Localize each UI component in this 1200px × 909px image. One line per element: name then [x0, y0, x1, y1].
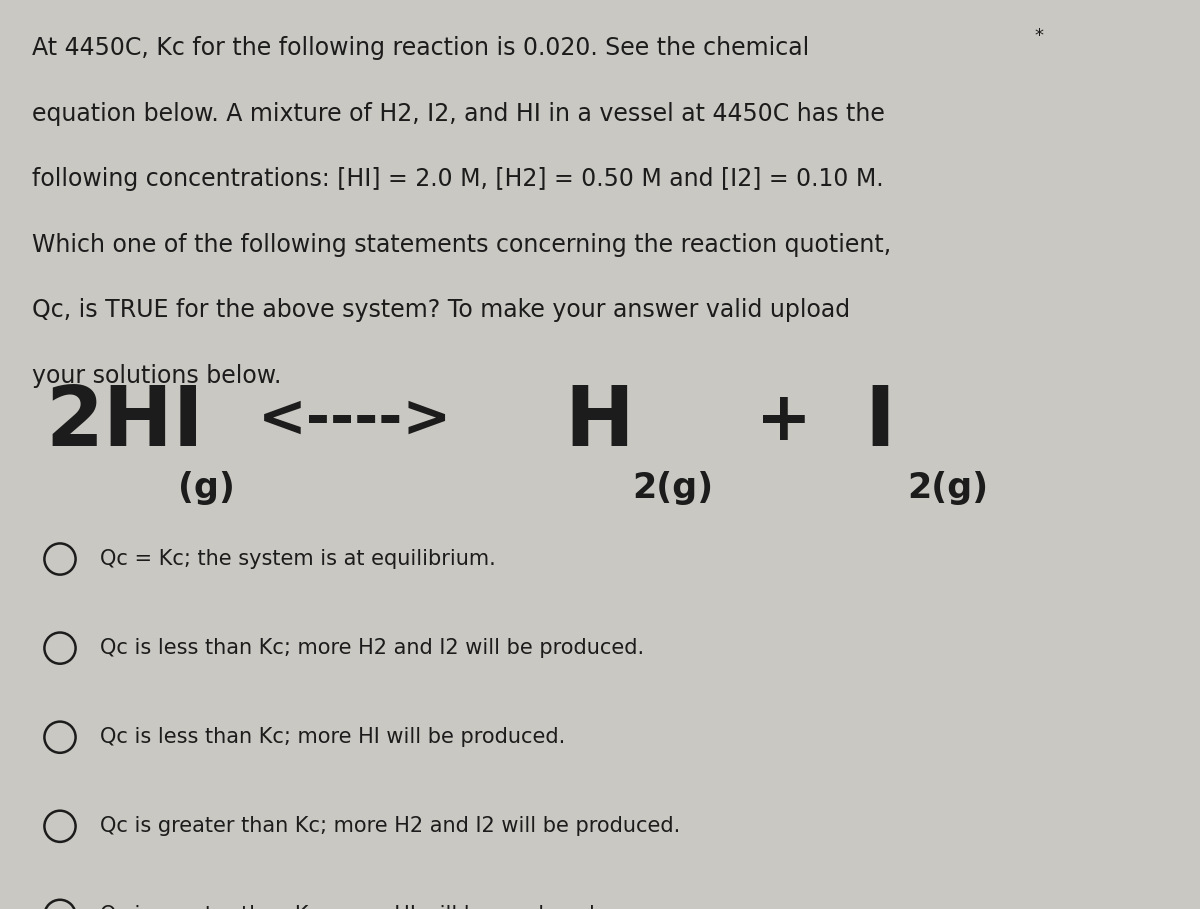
Text: Qc is less than Kc; more HI will be produced.: Qc is less than Kc; more HI will be prod… [100, 727, 565, 747]
Text: I: I [864, 382, 895, 464]
Text: Qc is less than Kc; more H2 and I2 will be produced.: Qc is less than Kc; more H2 and I2 will … [100, 638, 643, 658]
Text: Qc, is TRUE for the above system? To make your answer valid upload: Qc, is TRUE for the above system? To mak… [32, 298, 851, 322]
Text: H: H [564, 382, 634, 464]
Text: following concentrations: [HI] = 2.0 M, [H2] = 0.50 M and [I2] = 0.10 M.: following concentrations: [HI] = 2.0 M, … [32, 167, 884, 191]
Text: 2HI: 2HI [46, 382, 204, 464]
Text: Which one of the following statements concerning the reaction quotient,: Which one of the following statements co… [32, 233, 892, 256]
Text: equation below. A mixture of H2, I2, and HI in a vessel at 4450C has the: equation below. A mixture of H2, I2, and… [32, 102, 886, 125]
Text: 2(g): 2(g) [907, 471, 989, 505]
Text: your solutions below.: your solutions below. [32, 364, 282, 387]
Text: *: * [1034, 27, 1044, 45]
Text: 2(g): 2(g) [632, 471, 714, 505]
Text: At 4450C, Kc for the following reaction is 0.020. See the chemical: At 4450C, Kc for the following reaction … [32, 36, 810, 60]
Text: +: + [756, 388, 811, 454]
Text: Qc is greater than Kc; more H2 and I2 will be produced.: Qc is greater than Kc; more H2 and I2 wi… [100, 816, 680, 836]
Text: Qc = Kc; the system is at equilibrium.: Qc = Kc; the system is at equilibrium. [100, 549, 496, 569]
Text: (g): (g) [178, 471, 234, 505]
Text: Qc is greater than Kc; more HI will be produced.: Qc is greater than Kc; more HI will be p… [100, 905, 601, 909]
Text: <---->: <----> [258, 391, 452, 447]
